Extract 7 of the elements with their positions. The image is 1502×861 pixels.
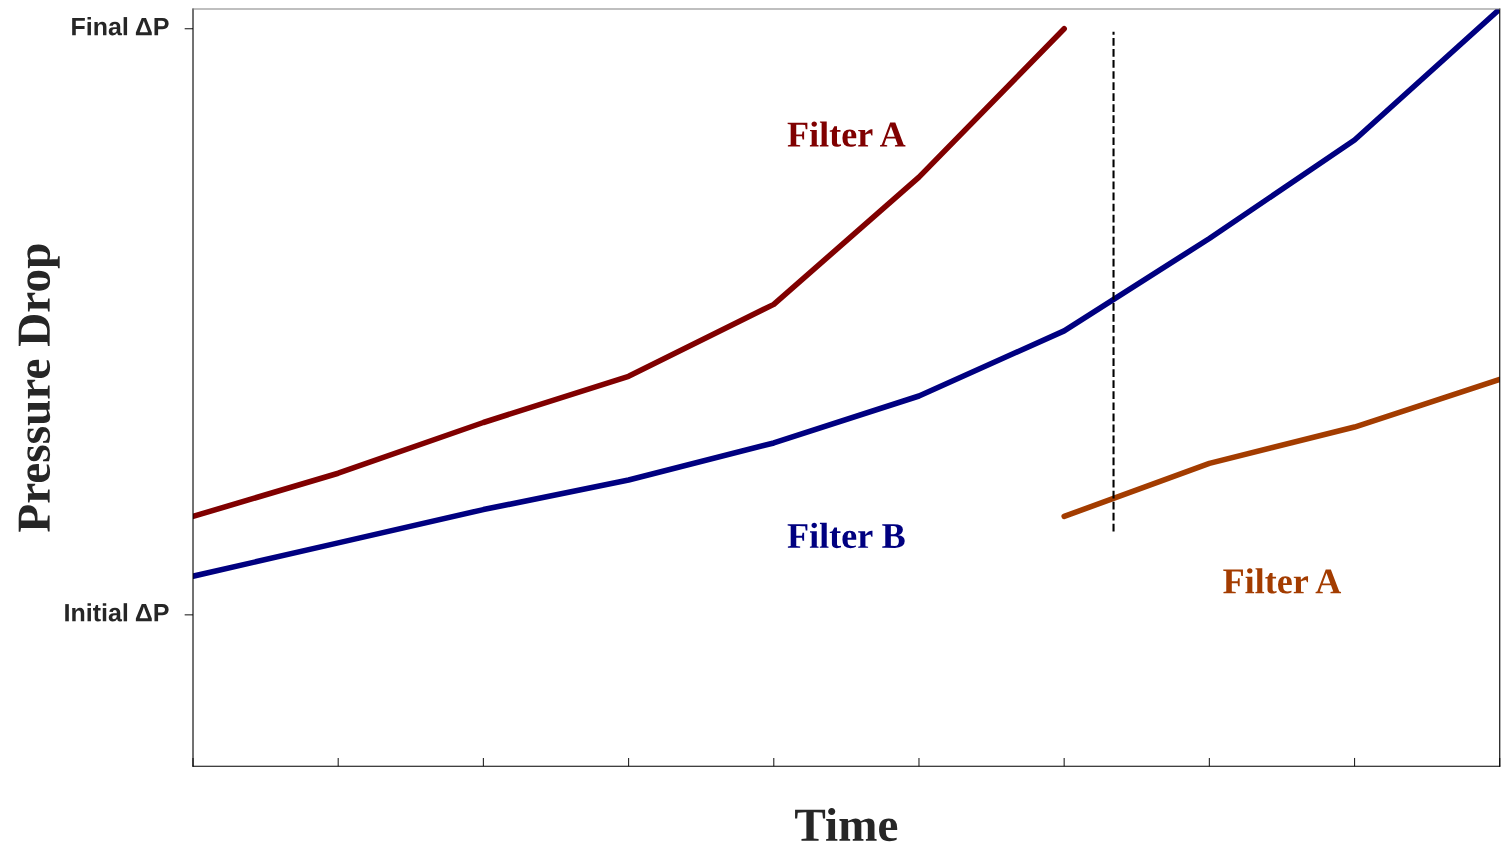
text: Filter A — [1223, 568, 1342, 594]
series-label: Filter A — [787, 121, 906, 147]
x-axis-title: Time — [795, 807, 898, 842]
text: Initial ΔP — [65, 603, 169, 622]
text: Final ΔP — [72, 17, 169, 36]
text: Filter B — [787, 522, 905, 549]
y-axis-title: Pressure Drop — [18, 244, 60, 532]
